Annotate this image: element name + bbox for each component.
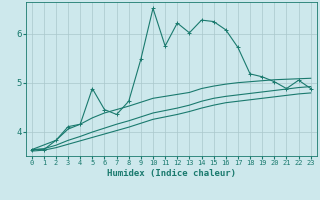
X-axis label: Humidex (Indice chaleur): Humidex (Indice chaleur)	[107, 169, 236, 178]
